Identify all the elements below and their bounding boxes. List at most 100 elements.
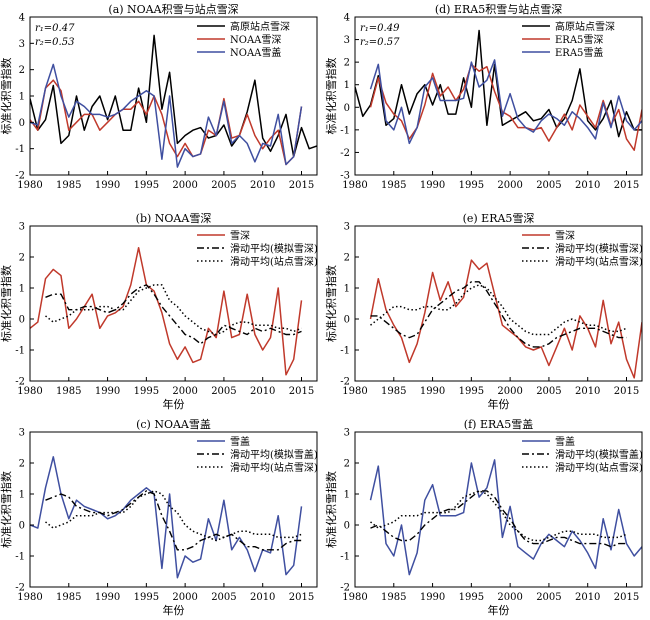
y-tick-label: 1 — [344, 80, 350, 91]
plot-frame — [354, 225, 643, 382]
y-tick-label: 0 — [19, 315, 25, 326]
y-tick-label: 2 — [19, 253, 25, 264]
x-tick-label: 2000 — [497, 592, 522, 603]
x-tick-label: 2000 — [172, 592, 197, 603]
legend-label: 滑动平均(站点雪深) — [230, 461, 318, 474]
x-tick-label: 2010 — [250, 592, 275, 603]
stat-label: r₁=0.49 — [360, 23, 400, 34]
series-line-1 — [30, 456, 303, 579]
x-tick-label: 1985 — [56, 592, 81, 603]
stat-label: r₂=0.53 — [35, 37, 74, 48]
x-tick-label: 2005 — [536, 386, 561, 397]
x-tick-label: 1990 — [420, 180, 445, 191]
x-tick-label: 2005 — [211, 386, 236, 397]
x-tick-label: 1995 — [459, 386, 484, 397]
series-line-2 — [370, 281, 627, 348]
series-line-3 — [45, 284, 302, 336]
y-tick-label: 0 — [344, 315, 350, 326]
x-tick-label: 2015 — [289, 180, 314, 191]
series-line-2 — [370, 490, 627, 548]
y-tick-label: -1 — [15, 144, 25, 155]
x-tick-label: 1995 — [134, 180, 159, 191]
series-line-1 — [369, 459, 642, 576]
legend-label: 滑动平均(模拟雪深) — [230, 242, 318, 255]
y-tick-label: 3 — [19, 222, 25, 233]
y-tick-label: -1 — [15, 552, 25, 563]
y-tick-label: 2 — [344, 58, 350, 69]
x-axis-label: 年份 — [488, 397, 510, 411]
y-tick-label: 0 — [344, 521, 350, 532]
panel-title: (b) NOAA雪深 — [136, 212, 212, 225]
x-tick-label: 2010 — [250, 386, 275, 397]
y-tick-label: 3 — [344, 35, 350, 46]
legend-label: 高原站点雪深 — [555, 20, 615, 33]
y-tick-label: -1 — [15, 346, 25, 357]
panel-title: (a) NOAA积雪与站点雪深 — [108, 2, 238, 16]
legend-label: ERA5雪盖 — [555, 46, 603, 59]
y-axis-label: 标准化积雪指数 — [0, 265, 13, 342]
y-tick-label: -1 — [340, 552, 350, 563]
plot-frame — [354, 16, 643, 176]
y-tick-label: 1 — [19, 284, 25, 295]
x-tick-label: 2005 — [211, 180, 236, 191]
x-tick-label: 1980 — [342, 386, 367, 397]
x-tick-label: 2005 — [211, 592, 236, 603]
plot-frame — [29, 225, 318, 382]
y-axis-label: 标准化积雪指数 — [0, 471, 13, 548]
legend-label: 滑动平均(站点雪深) — [230, 255, 318, 268]
x-tick-label: 2015 — [614, 180, 639, 191]
x-tick-label: 2000 — [497, 386, 522, 397]
series-line-3 — [30, 63, 303, 168]
stat-label: r₁=0.47 — [35, 23, 75, 34]
y-tick-label: -2 — [15, 377, 25, 388]
x-axis-label: 年份 — [163, 603, 185, 617]
y-tick-label: -2 — [15, 171, 25, 182]
legend-label: 雪盖 — [230, 435, 250, 448]
legend-label: 雪盖 — [555, 435, 575, 448]
y-tick-label: 2 — [19, 65, 25, 76]
x-tick-label: 1985 — [381, 180, 406, 191]
y-tick-label: 2 — [344, 459, 350, 470]
x-tick-label: 1995 — [459, 180, 484, 191]
panel-title: (f) ERA5雪盖 — [464, 417, 533, 431]
legend-label: ERA5雪深 — [555, 34, 603, 46]
series-line-3 — [370, 284, 627, 336]
x-tick-label: 1990 — [420, 386, 445, 397]
x-tick-label: 2000 — [172, 180, 197, 191]
x-tick-label: 2010 — [575, 386, 600, 397]
y-tick-label: 4 — [19, 13, 25, 24]
legend-label: NOAA雪盖 — [230, 46, 281, 59]
x-tick-label: 1990 — [95, 180, 120, 191]
y-axis-label: 标准化积雪指数 — [324, 265, 338, 342]
y-tick-label: 1 — [19, 92, 25, 103]
y-tick-label: 4 — [344, 13, 350, 24]
y-tick-label: 1 — [344, 490, 350, 501]
series-line-1 — [355, 29, 642, 138]
stat-label: r₂=0.57 — [360, 37, 400, 48]
panel-d: (d) ERA5积雪与站点雪深 1980 1985 1990 1995 2000 2005 2… — [324, 2, 643, 191]
x-tick-label: 2010 — [575, 592, 600, 603]
y-tick-label: 2 — [19, 459, 25, 470]
x-tick-label: 1990 — [95, 592, 120, 603]
y-tick-label: 3 — [344, 222, 350, 233]
y-tick-label: 0 — [19, 521, 25, 532]
y-tick-label: 3 — [344, 428, 350, 439]
x-tick-label: 1980 — [17, 180, 42, 191]
x-axis-label: 年份 — [163, 397, 185, 411]
x-tick-label: 1995 — [134, 386, 159, 397]
x-tick-label: 2010 — [575, 180, 600, 191]
legend-label: 雪深 — [230, 230, 250, 242]
x-tick-label: 2000 — [497, 180, 522, 191]
legend-label: 滑动平均(站点雪深) — [555, 255, 643, 268]
panel-title: (c) NOAA雪盖 — [136, 417, 211, 431]
series-line-3 — [369, 59, 642, 145]
y-axis-label: 标准化积雪指数 — [324, 58, 338, 135]
x-tick-label: 1980 — [17, 386, 42, 397]
x-tick-label: 2015 — [289, 592, 314, 603]
legend-label: 滑动平均(模拟雪深) — [555, 242, 643, 255]
x-tick-label: 2005 — [536, 592, 561, 603]
y-axis-label: 标准化积雪指数 — [324, 471, 338, 548]
